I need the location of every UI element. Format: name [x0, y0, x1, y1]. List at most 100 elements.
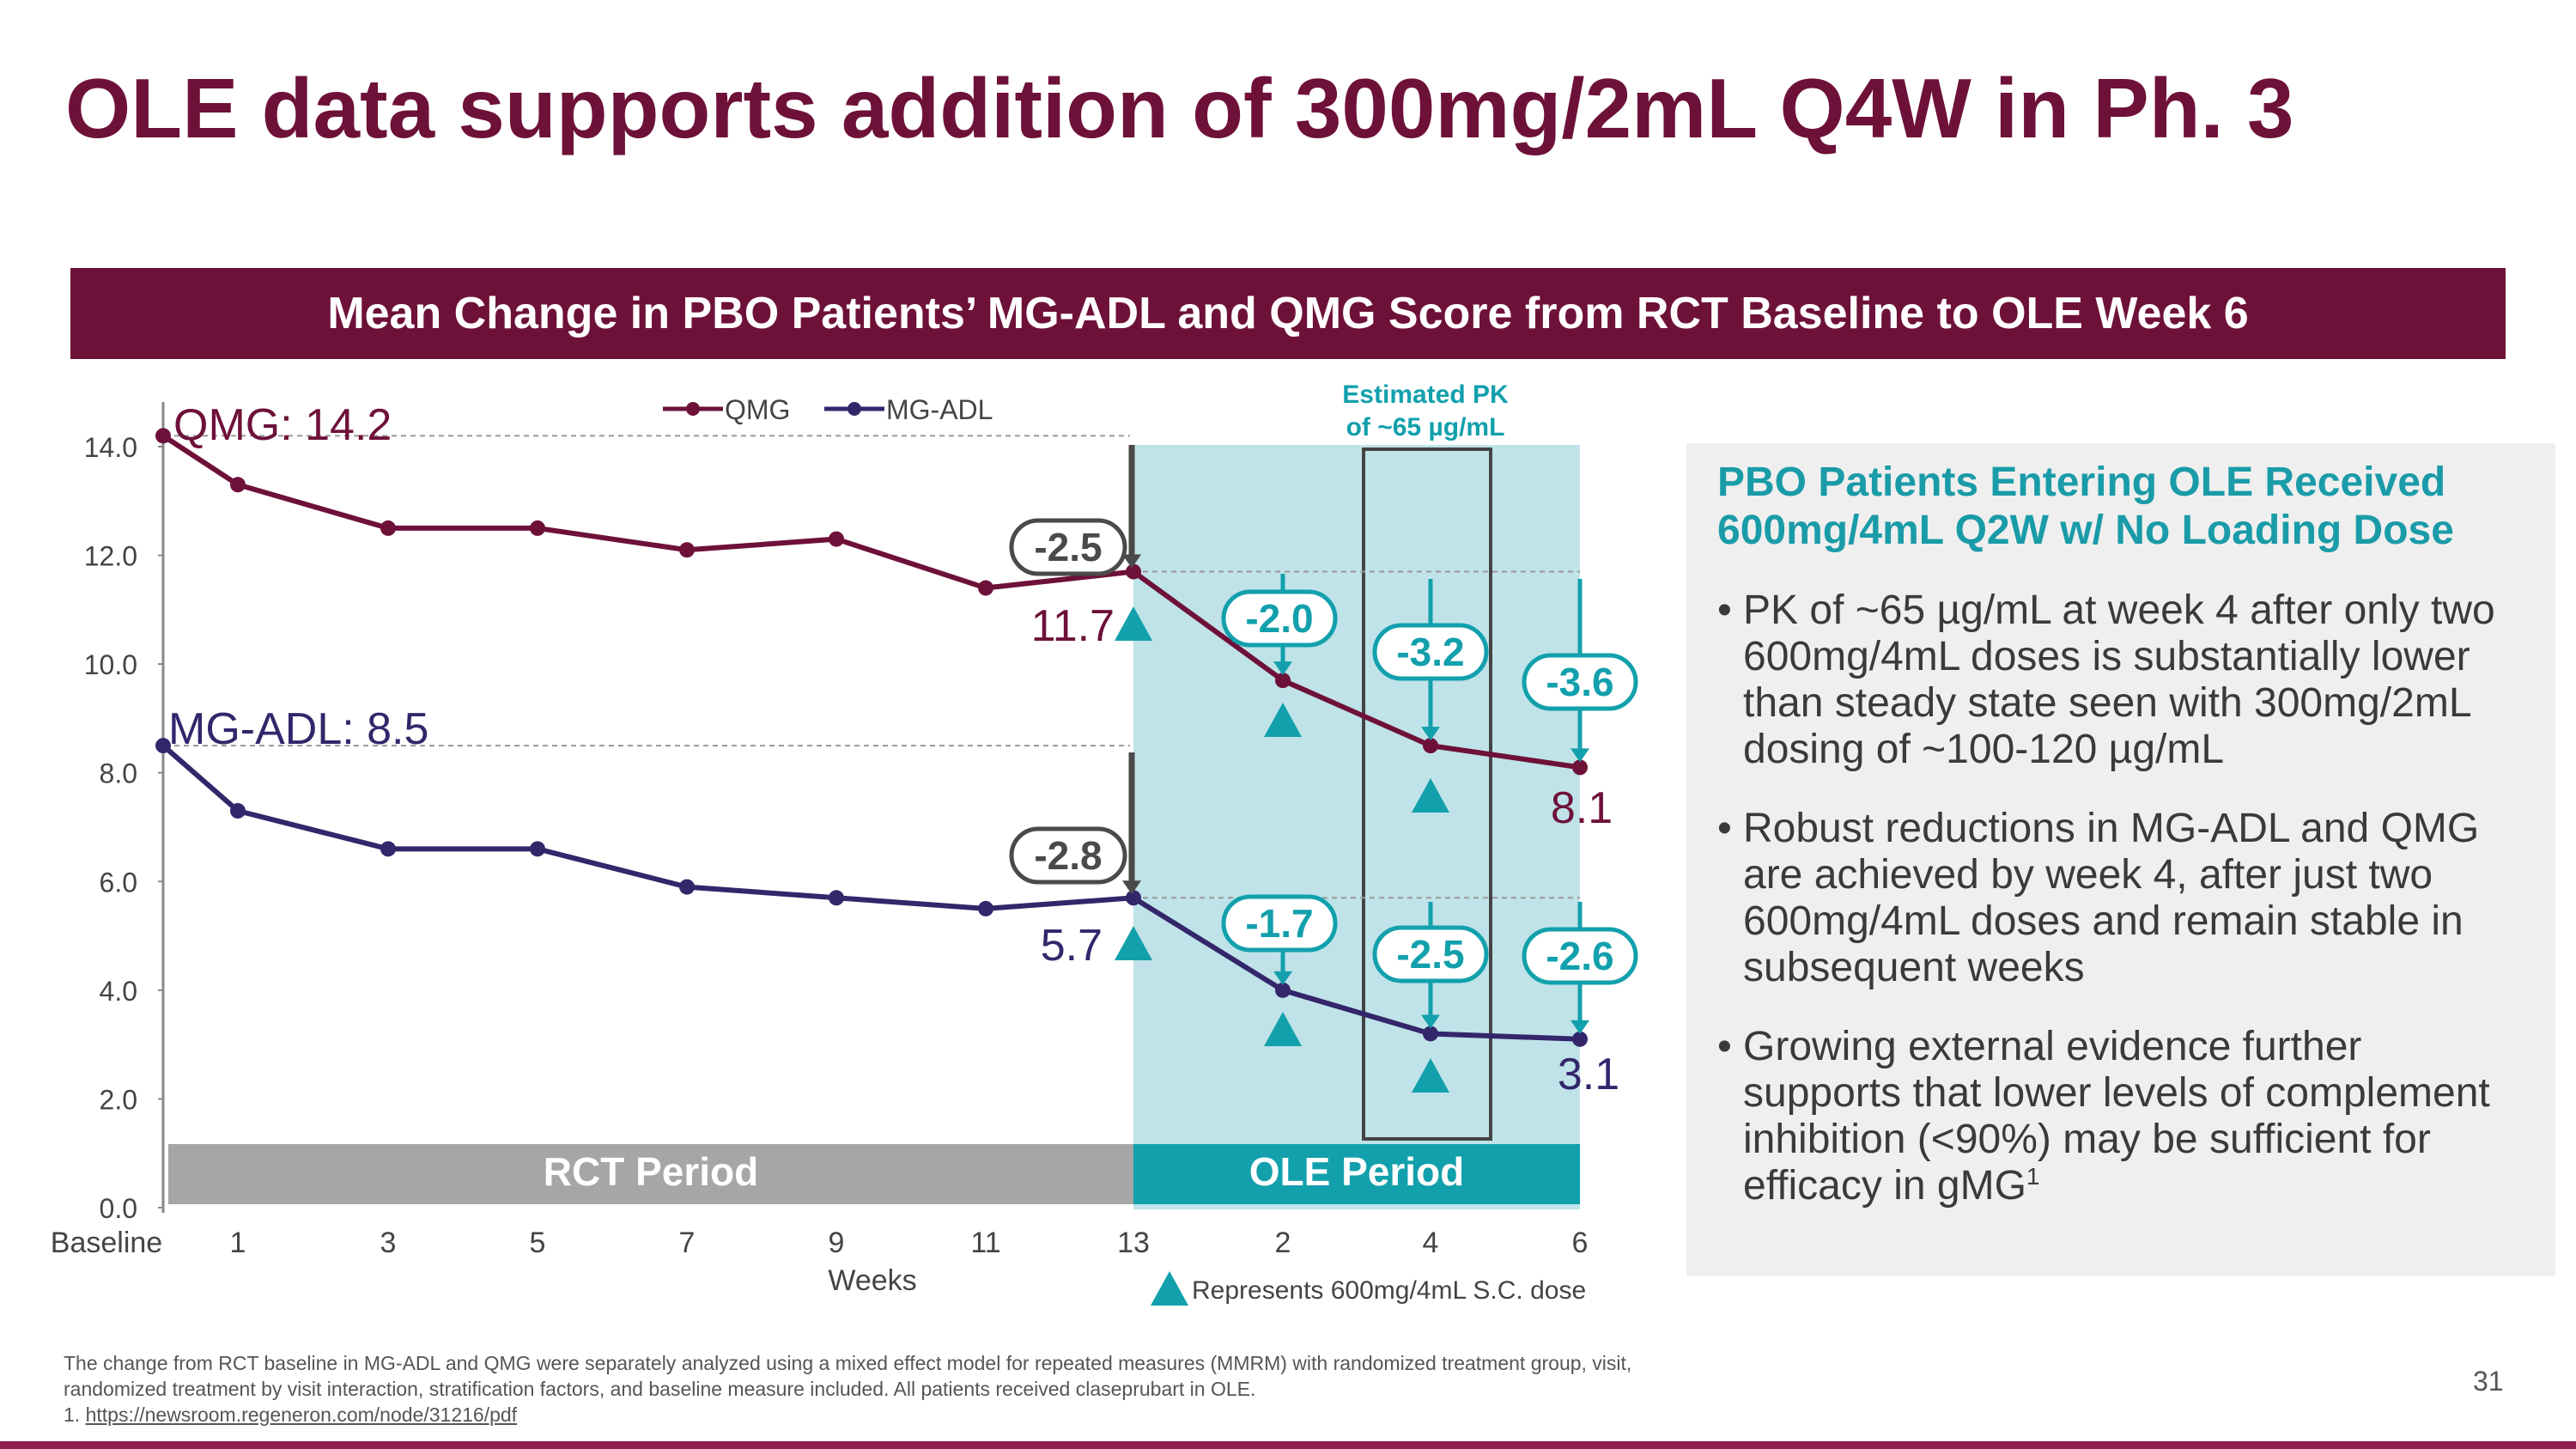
qmg-rct-change-arrow-head	[1122, 554, 1141, 569]
mgadl-data-point	[978, 900, 993, 916]
qmg-week13-value-label: 11.7	[1031, 601, 1115, 651]
qmg-data-point	[829, 531, 844, 547]
y-tick-label: 14.0	[84, 432, 137, 463]
qmg-data-point	[978, 580, 993, 596]
y-tick-label: 8.0	[100, 758, 137, 789]
mgadl-ole-change-week2-label: -1.7	[1245, 901, 1313, 946]
qmg-start-label: QMG: 14.2	[173, 400, 392, 450]
side-panel: PBO Patients Entering OLE Received 600mg…	[1686, 443, 2555, 1276]
x-tick-label: 2	[1275, 1227, 1291, 1259]
pk-box	[1362, 447, 1492, 1141]
y-tick-label: 2.0	[100, 1084, 137, 1115]
period-bar-rct	[168, 1144, 1133, 1204]
mgadl-dose-marker-triangle	[1412, 1058, 1449, 1093]
footnote-ref-sup: 1	[2026, 1163, 2040, 1190]
mgadl-rct-change-arrow-head	[1122, 880, 1141, 895]
qmg-final-value-label: 8.1	[1551, 783, 1613, 833]
page-title: OLE data supports addition of 300mg/2mL …	[65, 61, 2294, 155]
x-tick-label: 1	[230, 1227, 246, 1259]
side-heading-line2: 600mg/4mL Q2W w/ No Loading Dose	[1717, 508, 2454, 553]
legend-mgadl-marker	[848, 402, 861, 416]
mgadl-rct-change-bubble	[1009, 826, 1127, 885]
mgadl-rct-change-label: -2.8	[1034, 833, 1102, 878]
qmg-data-point	[679, 542, 695, 558]
mgadl-ole-change-week4-label: -2.5	[1396, 932, 1464, 977]
bottom-rule	[0, 1441, 2576, 1449]
side-bullet-list: PK of ~65 µg/mL at week 4 after only two…	[1717, 588, 2524, 1209]
qmg-ole-change-week4-label: -3.2	[1396, 630, 1464, 674]
qmg-dose-marker-triangle	[1412, 778, 1449, 813]
mgadl-ole-change-week4-bubble	[1372, 925, 1489, 983]
legend-mgadl-label: MG-ADL	[886, 394, 993, 425]
mgadl-data-point	[1275, 982, 1291, 998]
mgadl-data-point	[380, 841, 396, 857]
side-bullet-3: Growing external evidence further suppor…	[1717, 1024, 2524, 1209]
qmg-dose-marker-triangle	[1115, 606, 1152, 641]
period-label-rct: RCT Period	[544, 1149, 758, 1194]
qmg-data-point	[155, 428, 171, 444]
mgadl-data-point	[230, 803, 246, 819]
qmg-data-point	[1423, 738, 1438, 754]
x-tick-label: 11	[970, 1227, 1000, 1259]
legend-qmg-marker	[686, 402, 700, 416]
mgadl-ole-change-week6-label: -2.6	[1546, 934, 1613, 978]
qmg-dose-marker-triangle	[1264, 703, 1302, 737]
mgadl-dose-marker-triangle	[1115, 926, 1152, 960]
side-bullet-1: PK of ~65 µg/mL at week 4 after only two…	[1717, 588, 2524, 773]
mgadl-ole-change-arrow-head	[1273, 971, 1292, 985]
x-tick-label: 3	[380, 1227, 397, 1259]
period-label-ole: OLE Period	[1249, 1149, 1464, 1194]
x-tick-label: 6	[1572, 1227, 1589, 1259]
side-bullet-2: Robust reductions in MG-ADL and QMG are …	[1717, 806, 2524, 991]
x-tick-label: 13	[1117, 1227, 1150, 1259]
qmg-data-point	[230, 477, 246, 493]
qmg-ole-change-arrow-head	[1273, 661, 1292, 676]
mgadl-start-label: MG-ADL: 8.5	[168, 704, 428, 754]
y-tick-label: 6.0	[100, 867, 137, 898]
qmg-ole-change-arrow-head	[1571, 748, 1589, 763]
x-axis-title: Weeks	[828, 1264, 916, 1297]
y-tick-label: 10.0	[84, 649, 137, 680]
pk-label-line1: Estimated PK	[1342, 381, 1509, 409]
mgadl-data-point	[530, 841, 545, 857]
dose-legend-label: Represents 600mg/4mL S.C. dose	[1192, 1276, 1586, 1305]
qmg-ole-change-arrow-head	[1421, 727, 1440, 741]
mgadl-data-point	[679, 879, 695, 895]
qmg-rct-change-label: -2.5	[1034, 525, 1102, 569]
footnote: The change from RCT baseline in MG-ADL a…	[64, 1350, 1661, 1428]
side-heading-line1: PBO Patients Entering OLE Received	[1717, 460, 2446, 505]
x-tick-label: 9	[829, 1227, 845, 1259]
legend-qmg-label: QMG	[725, 394, 790, 425]
y-tick-label: 4.0	[100, 976, 137, 1007]
x-tick-label: 7	[679, 1227, 696, 1259]
footnote-text: The change from RCT baseline in MG-ADL a…	[64, 1352, 1632, 1400]
qmg-ole-change-week6-bubble	[1522, 653, 1638, 711]
mgadl-data-point	[155, 738, 171, 754]
page-number: 31	[2473, 1366, 2504, 1397]
chart-banner: Mean Change in PBO Patients’ MG-ADL and …	[70, 268, 2506, 359]
qmg-ole-change-week2-label: -2.0	[1245, 596, 1313, 641]
mgadl-data-point	[1126, 890, 1141, 906]
ole-shade	[1133, 445, 1580, 1209]
mgadl-ole-change-week6-bubble	[1522, 927, 1638, 985]
x-tick-label: Baseline	[51, 1227, 162, 1259]
reference-link[interactable]: https://newsroom.regeneron.com/node/3121…	[85, 1403, 518, 1426]
side-panel-heading: PBO Patients Entering OLE Received 600mg…	[1717, 459, 2524, 555]
period-bar-ole	[1133, 1144, 1580, 1204]
qmg-ole-change-week4-bubble	[1372, 623, 1489, 681]
qmg-data-point	[530, 520, 545, 536]
mgadl-ole-change-week2-bubble	[1221, 894, 1338, 953]
mgadl-dose-marker-triangle	[1264, 1012, 1302, 1046]
mgadl-ole-change-arrow-head	[1421, 1014, 1440, 1029]
qmg-data-point	[1275, 673, 1291, 689]
qmg-ole-change-week6-label: -3.6	[1546, 660, 1613, 704]
y-tick-label: 12.0	[84, 541, 137, 572]
x-tick-label: 4	[1423, 1227, 1439, 1259]
qmg-data-point	[380, 520, 396, 536]
y-tick-label: 0.0	[100, 1193, 137, 1224]
qmg-data-point	[1126, 563, 1141, 580]
qmg-ole-change-week2-bubble	[1221, 589, 1338, 648]
dose-legend-triangle	[1151, 1271, 1188, 1306]
line-chart: Estimated PK of ~65 µg/mL 0.0 2.0 4.0 6.0 8.0 1…	[51, 381, 1638, 1306]
mgadl-data-point	[829, 890, 844, 906]
